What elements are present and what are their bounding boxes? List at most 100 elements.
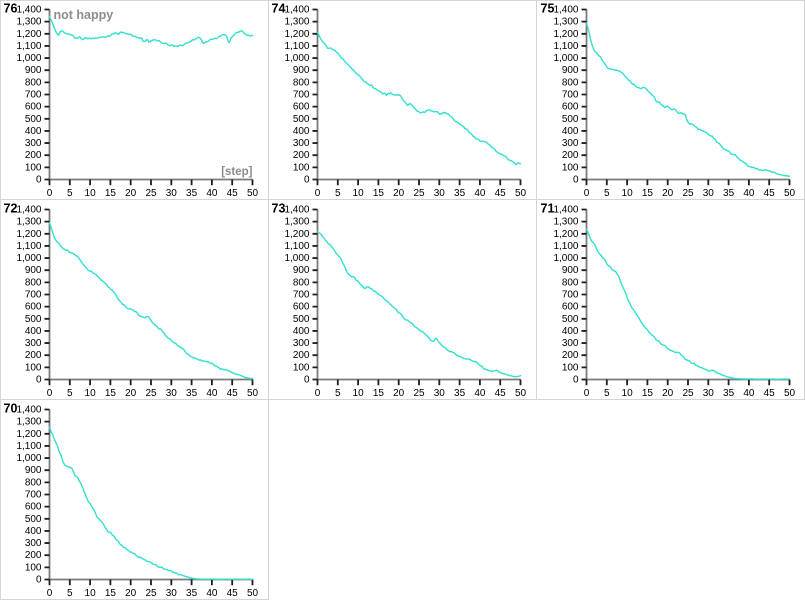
svg-text:1,400: 1,400 (284, 5, 309, 16)
svg-text:1,300: 1,300 (553, 217, 578, 228)
svg-text:1,200: 1,200 (16, 229, 41, 240)
svg-text:15: 15 (105, 588, 117, 599)
svg-text:800: 800 (562, 277, 579, 288)
svg-text:1,000: 1,000 (284, 53, 309, 64)
svg-text:900: 900 (25, 265, 42, 276)
svg-text:0: 0 (573, 175, 579, 186)
svg-text:1,400: 1,400 (16, 5, 41, 16)
svg-text:10: 10 (85, 588, 97, 599)
svg-text:0: 0 (304, 175, 310, 186)
svg-text:500: 500 (25, 514, 42, 525)
svg-text:5: 5 (604, 188, 610, 199)
svg-text:1,000: 1,000 (284, 253, 309, 264)
svg-text:1,100: 1,100 (16, 441, 41, 452)
svg-text:300: 300 (25, 338, 42, 349)
svg-text:300: 300 (293, 338, 310, 349)
svg-text:1,200: 1,200 (553, 229, 578, 240)
svg-text:200: 200 (293, 350, 310, 361)
svg-text:45: 45 (227, 188, 239, 199)
svg-text:45: 45 (764, 188, 776, 199)
svg-text:35: 35 (454, 188, 466, 199)
svg-text:30: 30 (434, 188, 446, 199)
svg-text:900: 900 (25, 65, 42, 76)
svg-text:40: 40 (206, 188, 218, 199)
svg-text:0: 0 (36, 375, 42, 386)
svg-text:1,000: 1,000 (16, 53, 41, 64)
svg-text:10: 10 (622, 188, 634, 199)
svg-text:1,000: 1,000 (16, 253, 41, 264)
svg-text:900: 900 (562, 65, 579, 76)
svg-text:76: 76 (4, 2, 18, 16)
svg-text:0: 0 (315, 388, 321, 399)
svg-text:0: 0 (47, 188, 53, 199)
svg-text:1,100: 1,100 (553, 241, 578, 252)
svg-text:600: 600 (25, 502, 42, 513)
svg-text:15: 15 (105, 388, 117, 399)
svg-text:1,400: 1,400 (16, 405, 41, 416)
svg-text:700: 700 (562, 90, 579, 101)
svg-text:0: 0 (47, 388, 53, 399)
svg-text:700: 700 (562, 290, 579, 301)
svg-text:20: 20 (393, 188, 405, 199)
svg-text:300: 300 (562, 138, 579, 149)
svg-text:74: 74 (272, 2, 286, 16)
svg-text:5: 5 (335, 188, 341, 199)
svg-text:600: 600 (25, 302, 42, 313)
svg-text:1,100: 1,100 (284, 41, 309, 52)
svg-text:400: 400 (562, 326, 579, 337)
svg-text:30: 30 (434, 388, 446, 399)
svg-text:1,400: 1,400 (553, 5, 578, 16)
svg-text:400: 400 (562, 126, 579, 137)
svg-text:1,300: 1,300 (284, 17, 309, 28)
svg-text:[step]: [step] (221, 166, 252, 178)
svg-text:800: 800 (293, 277, 310, 288)
svg-text:1,300: 1,300 (16, 417, 41, 428)
svg-text:1,200: 1,200 (16, 429, 41, 440)
svg-text:700: 700 (293, 290, 310, 301)
svg-text:20: 20 (125, 588, 137, 599)
svg-text:300: 300 (25, 538, 42, 549)
svg-text:700: 700 (25, 290, 42, 301)
svg-text:100: 100 (562, 362, 579, 373)
svg-text:25: 25 (413, 188, 425, 199)
svg-text:700: 700 (25, 90, 42, 101)
svg-text:800: 800 (562, 77, 579, 88)
svg-text:1,200: 1,200 (284, 29, 309, 40)
svg-text:5: 5 (67, 388, 73, 399)
svg-text:40: 40 (206, 588, 218, 599)
svg-text:1,200: 1,200 (284, 229, 309, 240)
svg-text:50: 50 (247, 188, 259, 199)
svg-text:900: 900 (293, 265, 310, 276)
svg-text:500: 500 (293, 314, 310, 325)
svg-text:100: 100 (25, 362, 42, 373)
svg-text:25: 25 (145, 388, 157, 399)
svg-text:45: 45 (227, 388, 239, 399)
svg-text:20: 20 (125, 388, 137, 399)
svg-text:72: 72 (4, 202, 18, 216)
svg-text:15: 15 (373, 388, 385, 399)
svg-text:1,400: 1,400 (284, 205, 309, 216)
svg-text:10: 10 (353, 188, 365, 199)
svg-text:15: 15 (373, 188, 385, 199)
svg-text:1,300: 1,300 (284, 217, 309, 228)
svg-text:not happy: not happy (54, 8, 114, 22)
svg-text:20: 20 (662, 188, 674, 199)
svg-text:100: 100 (25, 562, 42, 573)
svg-text:5: 5 (335, 388, 341, 399)
svg-text:10: 10 (353, 388, 365, 399)
svg-text:75: 75 (541, 2, 555, 16)
svg-text:10: 10 (85, 188, 97, 199)
svg-text:0: 0 (47, 588, 53, 599)
svg-text:30: 30 (166, 588, 178, 599)
svg-text:1,200: 1,200 (553, 29, 578, 40)
svg-text:400: 400 (25, 326, 42, 337)
svg-text:600: 600 (293, 302, 310, 313)
svg-text:45: 45 (495, 188, 507, 199)
svg-text:30: 30 (703, 388, 715, 399)
svg-text:200: 200 (562, 350, 579, 361)
svg-text:400: 400 (293, 126, 310, 137)
svg-text:800: 800 (293, 77, 310, 88)
svg-text:0: 0 (36, 575, 42, 586)
svg-text:70: 70 (4, 402, 18, 416)
svg-text:0: 0 (36, 175, 42, 186)
